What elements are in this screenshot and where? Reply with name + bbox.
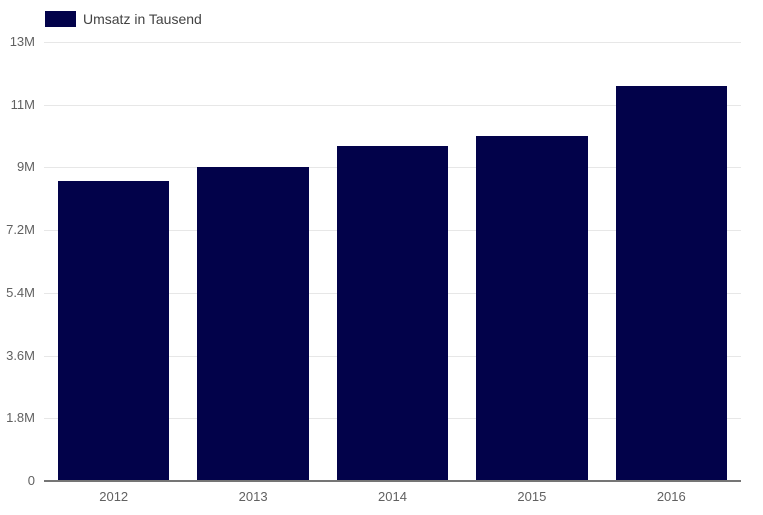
legend: Umsatz in Tausend <box>45 11 202 27</box>
x-axis-baseline <box>44 480 741 482</box>
y-axis-tick-label: 0 <box>27 473 35 488</box>
y-axis-tick-label: 3.6M <box>6 348 35 363</box>
bar-2014[interactable] <box>336 145 449 481</box>
x-axis-tick-label: 2014 <box>378 489 407 504</box>
bar-2012[interactable] <box>57 181 170 481</box>
y-axis-tick-label: 13M <box>9 34 35 49</box>
legend-label: Umsatz in Tausend <box>83 11 202 27</box>
bar-2013[interactable] <box>197 167 309 481</box>
x-axis-tick-label: 2013 <box>238 489 268 504</box>
gridline <box>44 105 741 106</box>
y-axis-tick-label: 7.2M <box>6 222 35 237</box>
x-axis-tick-label: 2012 <box>99 489 129 504</box>
y-axis-tick-label: 1.8M <box>6 410 35 425</box>
y-axis-tick-label: 9M <box>16 159 35 174</box>
legend-swatch <box>45 11 76 27</box>
y-axis-tick-label: 5.4M <box>6 285 35 300</box>
bar-2015[interactable] <box>476 136 588 481</box>
gridline <box>44 42 741 43</box>
x-axis-tick-label: 2016 <box>656 489 686 504</box>
y-axis-tick-label: 11M <box>10 97 35 112</box>
bar-2016[interactable] <box>615 85 727 481</box>
x-axis-tick-label: 2015 <box>517 489 547 504</box>
